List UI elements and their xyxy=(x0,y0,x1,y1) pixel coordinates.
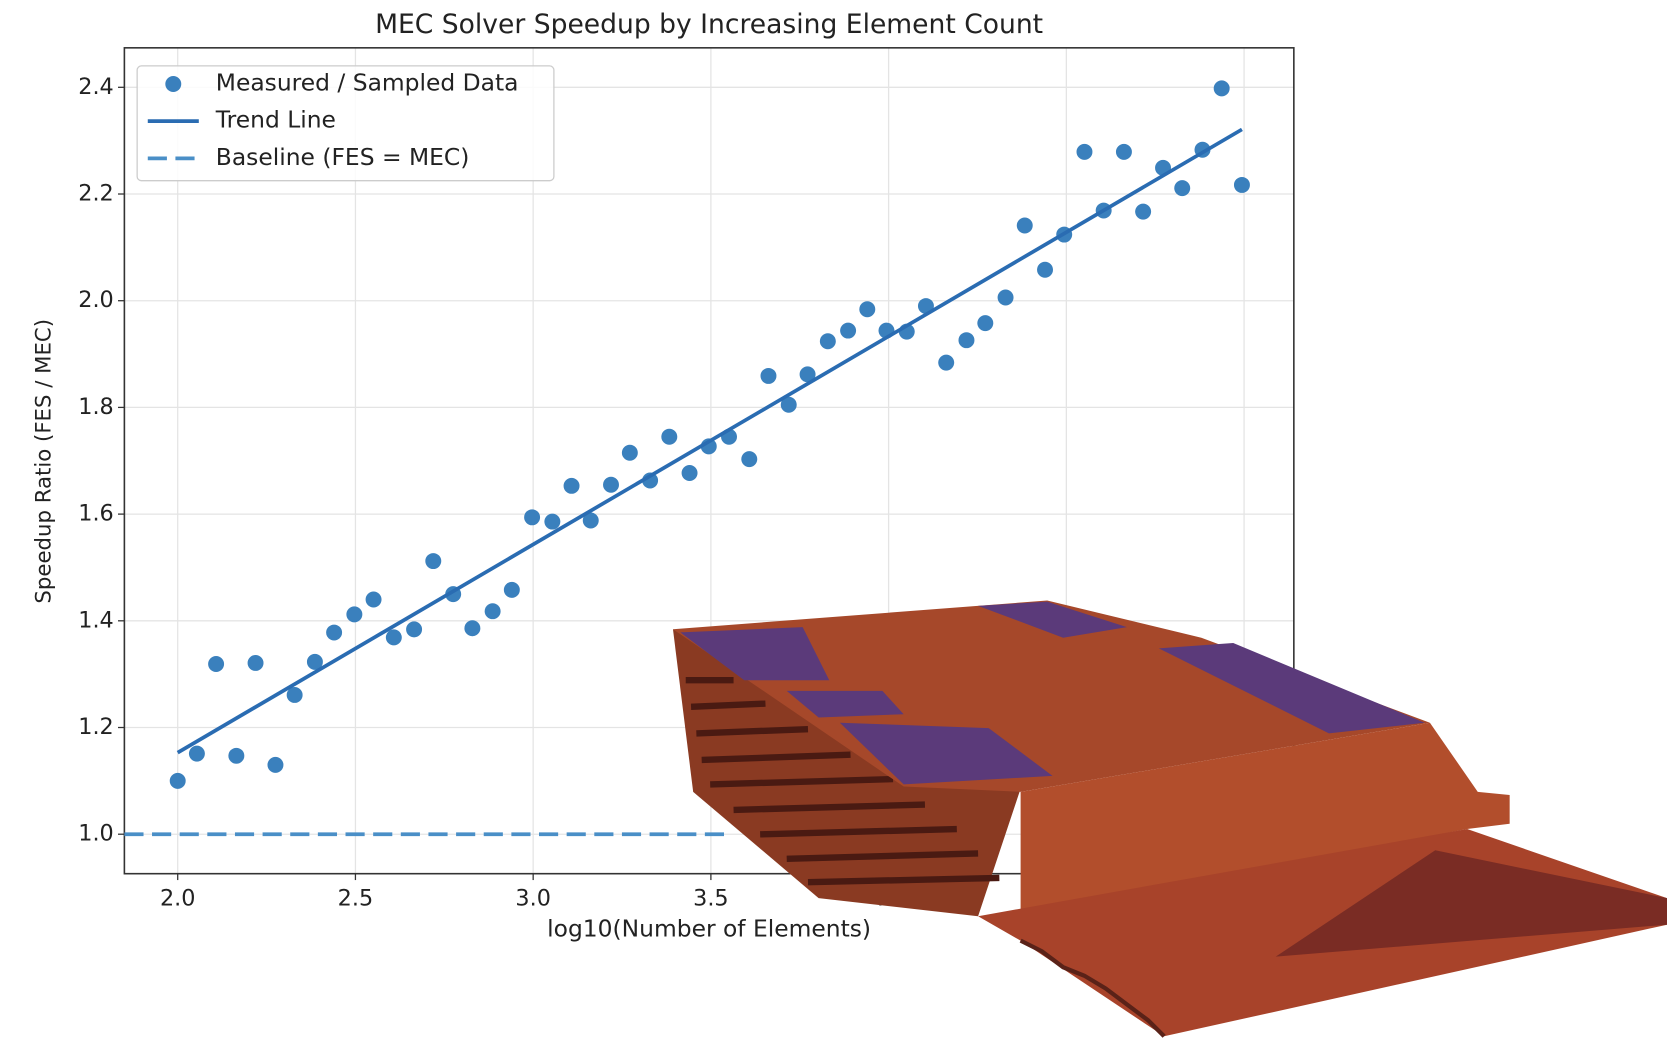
data-point xyxy=(208,656,225,672)
y-tick-label: 2.2 xyxy=(78,181,113,207)
data-point xyxy=(1016,217,1033,234)
data-point xyxy=(247,654,264,671)
data-point xyxy=(582,512,599,529)
data-point xyxy=(958,332,975,349)
data-point xyxy=(977,315,994,332)
data-point xyxy=(524,509,541,526)
data-point xyxy=(1174,180,1191,197)
x-tick-label: 3.0 xyxy=(515,886,550,912)
legend-label: Baseline (FES = MEC) xyxy=(216,143,470,171)
data-point xyxy=(1037,261,1053,278)
y-tick-label: 1.4 xyxy=(78,607,113,633)
data-point xyxy=(819,333,836,350)
data-point xyxy=(780,396,797,413)
render-front xyxy=(1020,722,1510,917)
y-tick-label: 1.8 xyxy=(78,394,113,420)
data-point xyxy=(661,428,678,445)
data-point xyxy=(484,603,501,620)
data-point xyxy=(1233,176,1250,193)
data-point xyxy=(997,289,1014,306)
y-axis-label: Speedup Ratio (FES / MEC) xyxy=(32,319,57,604)
render-patch xyxy=(680,627,830,681)
data-point xyxy=(1135,203,1152,220)
render-patch xyxy=(978,601,1127,638)
data-point xyxy=(1213,80,1230,97)
x-axis-label: log10(Number of Elements) xyxy=(547,915,871,943)
data-point xyxy=(406,621,423,638)
data-point xyxy=(1115,143,1132,160)
y-tick-label: 1.6 xyxy=(78,501,113,527)
x-tick-label: 3.5 xyxy=(693,886,728,912)
data-point xyxy=(1076,143,1093,160)
data-point xyxy=(385,629,402,646)
y-tick-label: 2.4 xyxy=(78,74,113,100)
data-point xyxy=(365,591,382,608)
data-point xyxy=(228,747,245,764)
data-point xyxy=(503,581,520,598)
data-point xyxy=(563,477,580,494)
y-tick-label: 1.2 xyxy=(78,714,113,740)
chart: MEC Solver Speedup by Increasing Element… xyxy=(32,9,1295,943)
data-point xyxy=(938,354,955,371)
x-tick-label: 2.0 xyxy=(160,886,195,912)
render-edge xyxy=(1019,938,1166,1038)
data-point xyxy=(286,686,303,703)
plot-frame xyxy=(123,47,1295,875)
data-point xyxy=(544,513,561,530)
render-patch xyxy=(1158,643,1425,734)
x-tick-label: 2.5 xyxy=(338,886,373,912)
data-point xyxy=(188,745,205,762)
y-tick-label: 2.0 xyxy=(78,287,113,313)
data-point xyxy=(425,553,442,570)
data-point xyxy=(621,444,638,461)
data-point xyxy=(840,322,857,339)
data-point xyxy=(603,476,619,493)
legend-label: Measured / Sampled Data xyxy=(216,68,519,96)
data-point xyxy=(169,772,186,789)
legend-label: Trend Line xyxy=(215,106,336,134)
data-point xyxy=(306,653,323,670)
data-point xyxy=(681,465,698,482)
data-point xyxy=(346,606,363,623)
chart-title: MEC Solver Speedup by Increasing Element… xyxy=(375,9,1043,40)
data-point xyxy=(799,366,816,383)
render-shade xyxy=(1275,850,1667,957)
data-point xyxy=(760,367,777,384)
data-point xyxy=(741,451,758,468)
render-slats xyxy=(685,677,1000,886)
y-tick-label: 1.0 xyxy=(78,821,113,847)
render-patch xyxy=(786,690,904,718)
trend-line xyxy=(176,127,1243,755)
legend-box xyxy=(136,65,555,182)
legend-marker xyxy=(165,75,182,92)
render-patch xyxy=(839,722,1053,785)
data-point xyxy=(859,301,876,318)
data-point xyxy=(326,624,343,641)
data-point xyxy=(267,756,284,773)
mesh-render xyxy=(672,600,1667,1038)
data-point xyxy=(464,620,481,637)
